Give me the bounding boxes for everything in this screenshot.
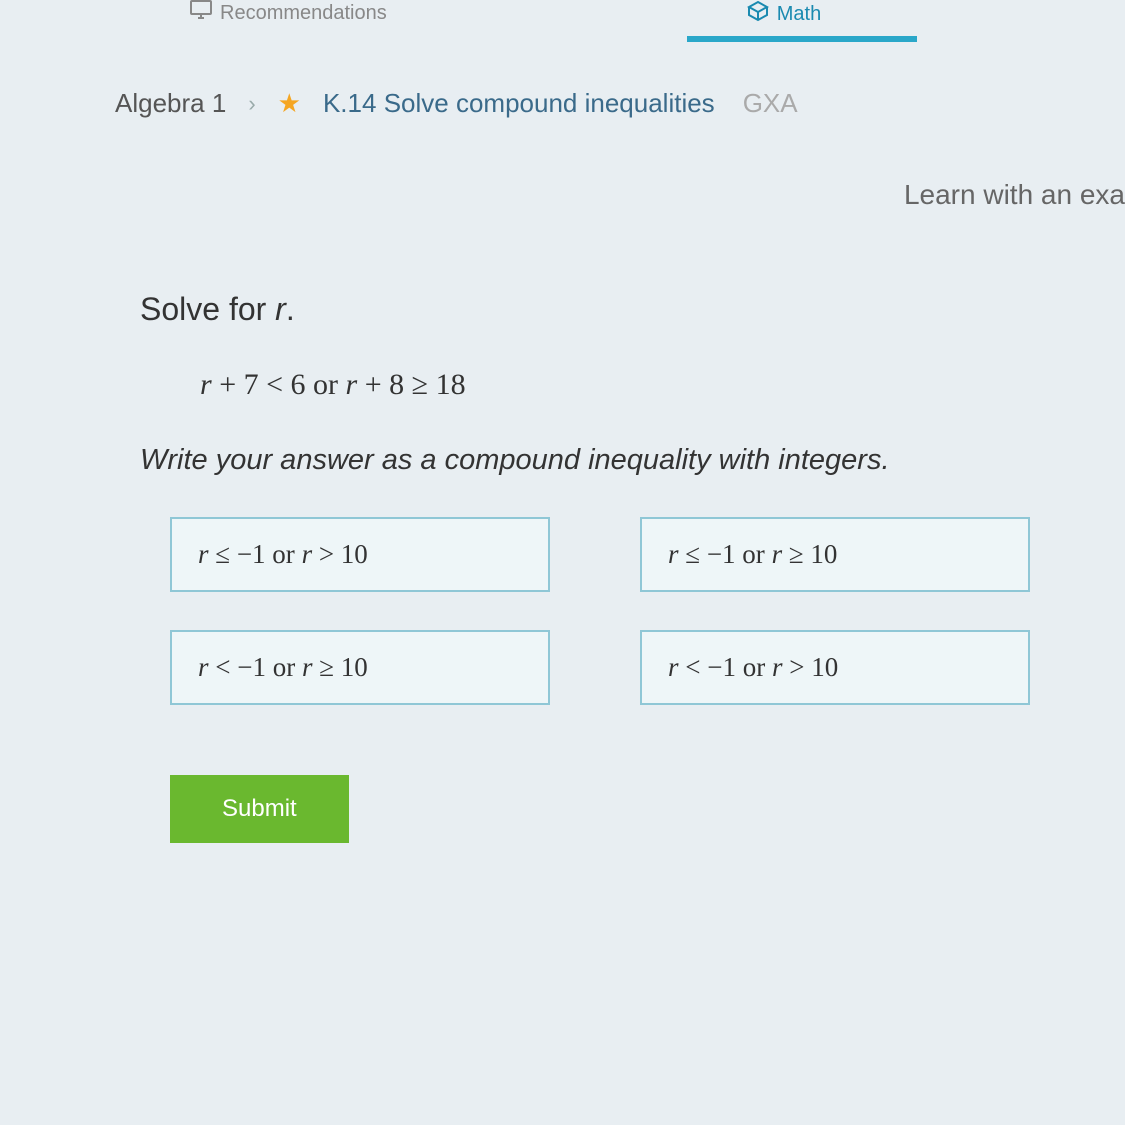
question-prompt: Solve for r. bbox=[140, 291, 1085, 328]
monitor-icon bbox=[190, 0, 212, 26]
question-equation: r + 7 < 6 or r + 8 ≥ 18 bbox=[140, 368, 1085, 402]
answer-options: r ≤ −1 or r > 10 r ≤ −1 or r ≥ 10 r < −1… bbox=[0, 517, 1125, 705]
option-1[interactable]: r ≤ −1 or r > 10 bbox=[170, 517, 550, 592]
top-tabs: Recommendations Math bbox=[0, 0, 1125, 40]
prompt-suffix: . bbox=[286, 291, 295, 327]
skill-title-text: Solve compound inequalities bbox=[384, 88, 715, 118]
submit-area: Submit bbox=[0, 775, 1125, 843]
breadcrumb: Algebra 1 › ★ K.14 Solve compound inequa… bbox=[0, 88, 1125, 119]
breadcrumb-skill[interactable]: K.14 Solve compound inequalities bbox=[323, 88, 715, 119]
tab-recommendations-label: Recommendations bbox=[220, 2, 387, 25]
question-instruction: Write your answer as a compound inequali… bbox=[140, 444, 1085, 477]
chevron-right-icon: › bbox=[248, 91, 255, 117]
cube-icon bbox=[747, 0, 769, 28]
star-icon: ★ bbox=[278, 88, 301, 119]
prompt-var: r bbox=[275, 291, 286, 327]
breadcrumb-suffix: GXA bbox=[743, 88, 798, 119]
question-block: Solve for r. r + 7 < 6 or r + 8 ≥ 18 Wri… bbox=[0, 291, 1125, 477]
option-2[interactable]: r ≤ −1 or r ≥ 10 bbox=[640, 517, 1030, 592]
skill-code: K.14 bbox=[323, 88, 377, 118]
tab-math[interactable]: Math bbox=[747, 0, 821, 38]
option-3[interactable]: r < −1 or r ≥ 10 bbox=[170, 630, 550, 705]
breadcrumb-subject[interactable]: Algebra 1 bbox=[115, 88, 226, 119]
tab-math-label: Math bbox=[777, 3, 821, 26]
tab-active-underline bbox=[687, 36, 917, 42]
submit-button[interactable]: Submit bbox=[170, 775, 349, 843]
option-4[interactable]: r < −1 or r > 10 bbox=[640, 630, 1030, 705]
prompt-prefix: Solve for bbox=[140, 291, 275, 327]
tab-recommendations[interactable]: Recommendations bbox=[190, 0, 387, 26]
learn-with-example-link[interactable]: Learn with an exa bbox=[0, 179, 1125, 211]
